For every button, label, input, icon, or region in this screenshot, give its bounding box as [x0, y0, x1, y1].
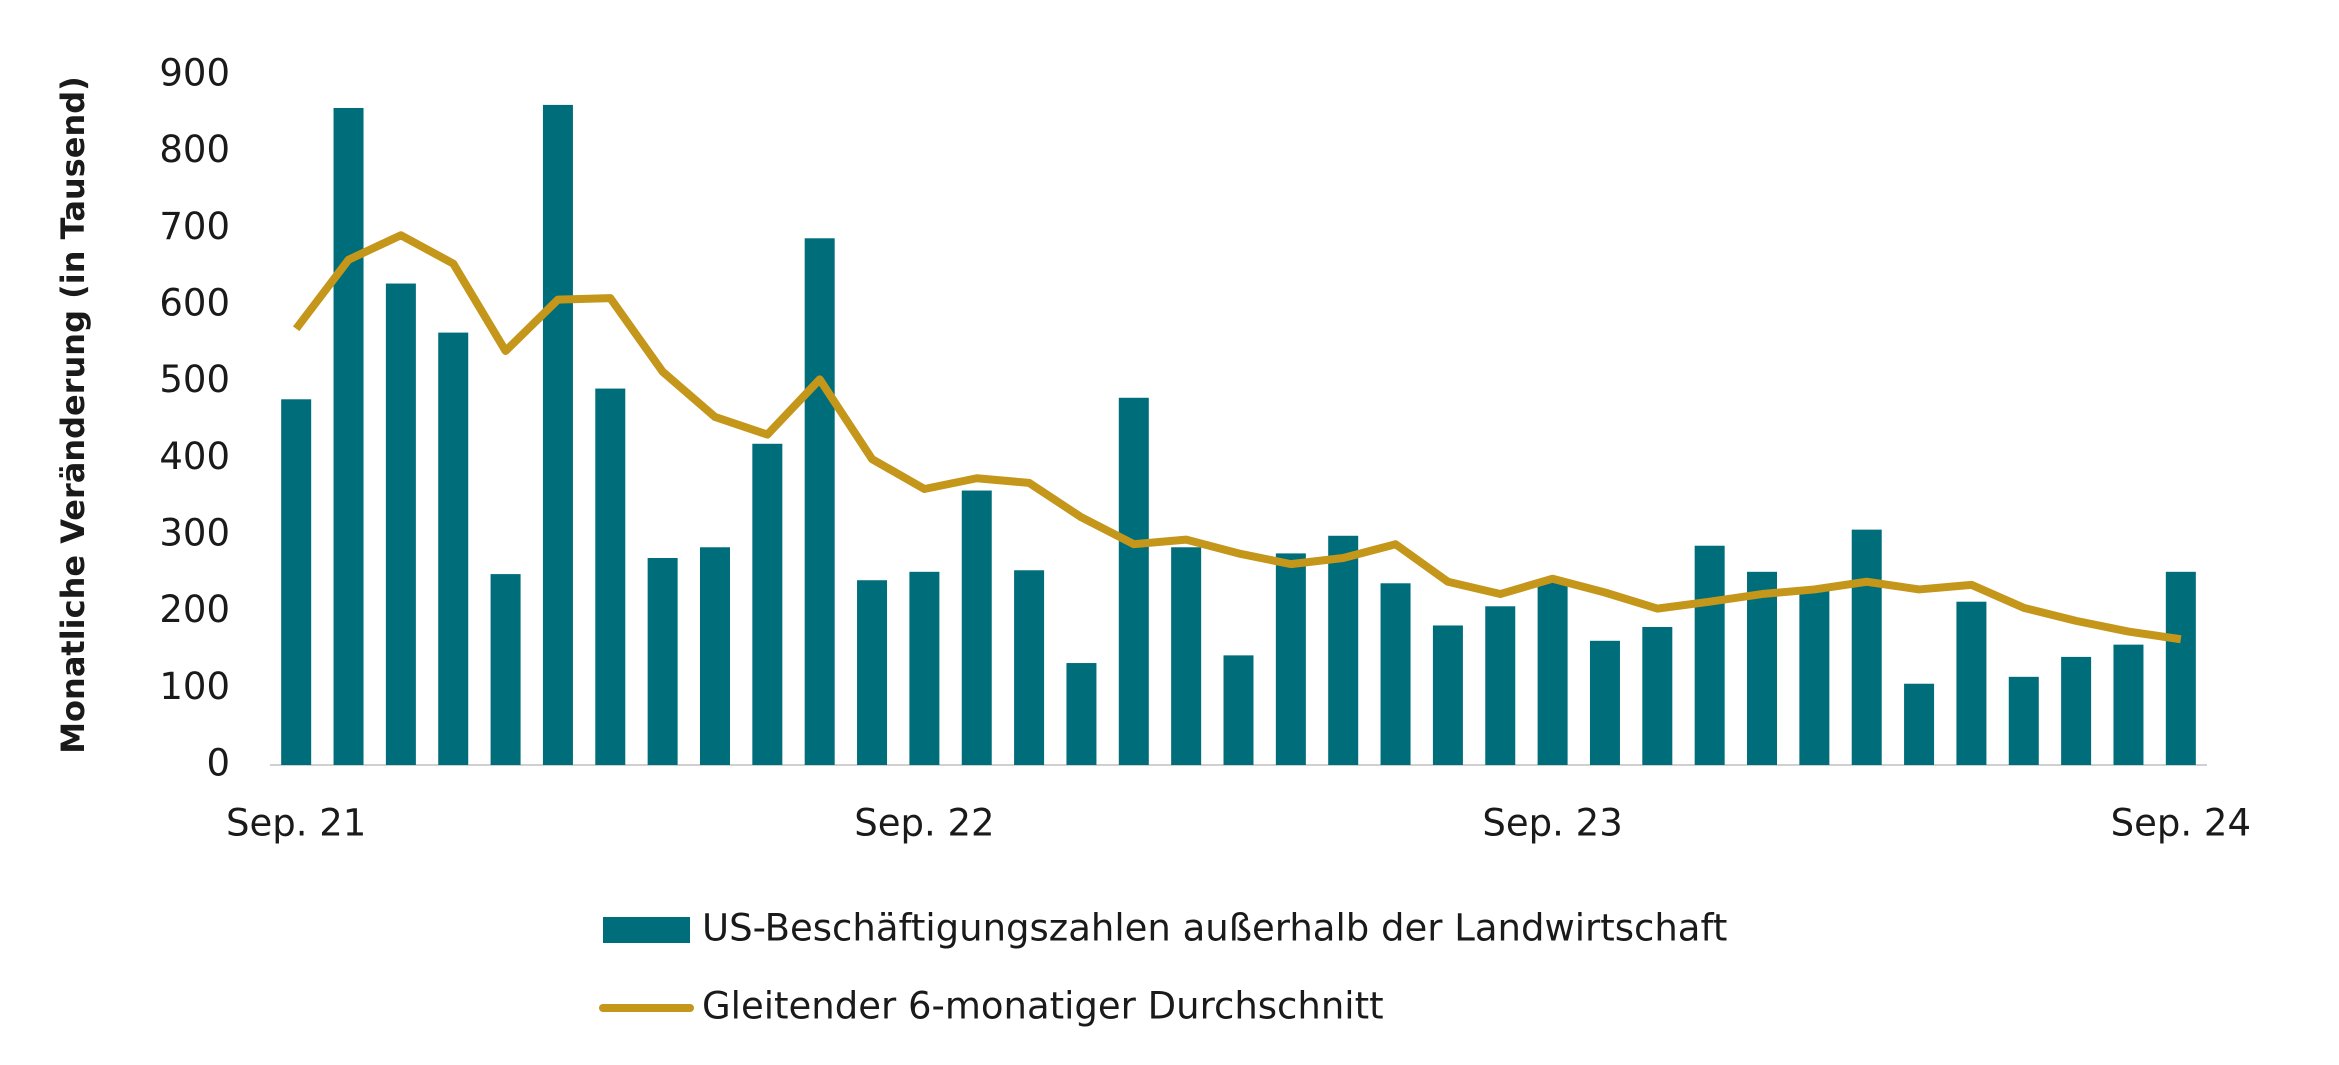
bar — [2061, 656, 2092, 765]
bar — [909, 571, 940, 765]
y-tick-label: 900 — [159, 52, 230, 95]
bar — [2113, 644, 2144, 765]
x-tick-label: Sep. 24 — [2111, 802, 2251, 845]
x-tick-label: Sep. 23 — [1482, 802, 1622, 845]
bar — [804, 238, 835, 766]
bar — [1589, 640, 1620, 765]
bar — [1904, 683, 1935, 765]
bar — [857, 580, 888, 765]
y-tick-label: 500 — [159, 358, 230, 401]
y-tick-label: 300 — [159, 512, 230, 555]
bar — [699, 547, 730, 765]
bar — [2165, 571, 2196, 765]
bar — [1537, 580, 1568, 765]
bar — [1851, 529, 1882, 765]
y-tick-label: 700 — [159, 205, 230, 248]
bar — [1432, 625, 1463, 765]
y-tick-label: 800 — [159, 128, 230, 171]
x-tick-label: Sep. 21 — [226, 802, 366, 845]
bar — [385, 283, 416, 765]
y-tick-label: 400 — [159, 435, 230, 478]
y-tick-label: 0 — [206, 742, 230, 785]
bar — [1171, 547, 1202, 765]
legend-label: Gleitender 6-monatiger Durchschnitt — [702, 985, 1384, 1028]
y-tick-label: 200 — [159, 588, 230, 631]
bar — [647, 558, 678, 765]
y-tick-label: 100 — [159, 665, 230, 708]
bar — [1694, 545, 1725, 765]
bar — [281, 399, 312, 765]
y-tick-label: 600 — [159, 282, 230, 325]
bar — [490, 574, 521, 765]
legend-label: US-Beschäftigungszahlen außerhalb der La… — [702, 907, 1727, 950]
bar — [1380, 583, 1411, 765]
bar — [1328, 535, 1359, 765]
bar — [1485, 606, 1516, 765]
bar — [333, 107, 364, 765]
bar — [2008, 676, 2039, 765]
bar — [1118, 397, 1149, 765]
bar — [438, 332, 469, 765]
bar — [1014, 570, 1045, 765]
y-axis-title: Monatliche Veränderung (in Tausend) — [54, 76, 92, 754]
bar — [752, 443, 783, 765]
bar — [542, 104, 573, 765]
bar — [1275, 553, 1306, 765]
bar — [1066, 663, 1097, 765]
line — [292, 231, 2182, 644]
bar — [1799, 587, 1830, 765]
bar — [1956, 601, 1987, 765]
bar — [961, 490, 992, 765]
bar — [595, 388, 626, 765]
x-tick-label: Sep. 22 — [854, 802, 994, 845]
legend-swatch — [603, 917, 690, 943]
bar — [1223, 655, 1254, 765]
bar — [1747, 571, 1778, 765]
bar — [1642, 627, 1673, 765]
